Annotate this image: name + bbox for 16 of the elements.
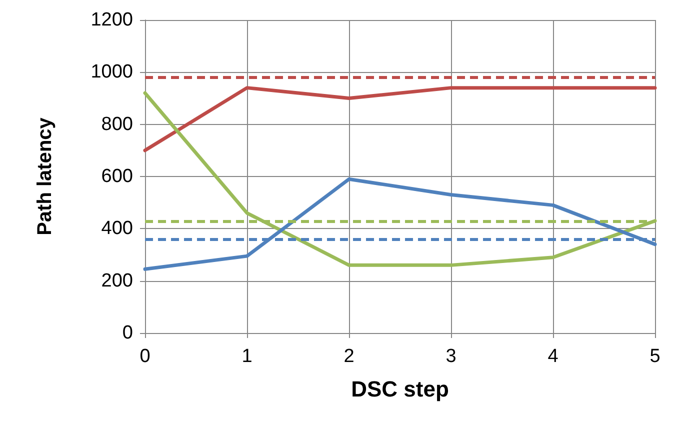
y-tick-label: 1000 — [90, 62, 133, 83]
y-tick-label: 600 — [101, 166, 133, 187]
y-axis-title: Path latency — [34, 116, 56, 236]
line-series — [143, 177, 657, 271]
y-tick-label: 0 — [122, 322, 133, 344]
y-tick-label: 1200 — [90, 10, 133, 30]
x-tick-label: 0 — [140, 346, 150, 367]
x-tick-label: 3 — [446, 346, 456, 367]
x-tick-label: 4 — [548, 346, 559, 367]
y-tick-label: 200 — [101, 270, 133, 292]
x-tick-label: 5 — [650, 346, 660, 367]
x-tick-label: 1 — [242, 346, 252, 367]
x-axis-title: DSC step — [351, 376, 449, 402]
y-tick-label: 400 — [101, 218, 133, 240]
x-tick-label: 2 — [344, 346, 354, 367]
y-tick-label: 800 — [101, 114, 133, 135]
